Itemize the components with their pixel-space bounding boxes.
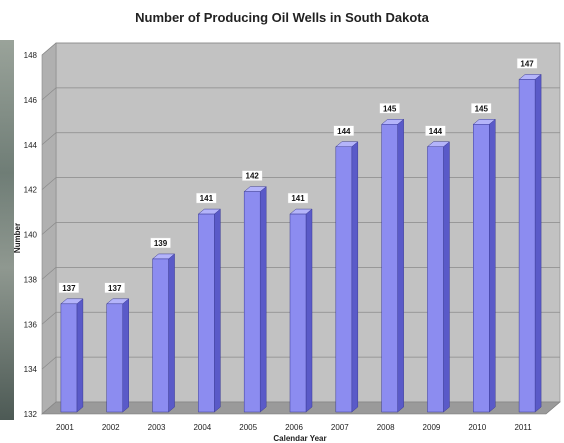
gridline — [41, 42, 560, 56]
bar-front — [381, 124, 398, 413]
x-tick-label: 2010 — [468, 423, 486, 432]
bar-2002: 137 — [104, 282, 130, 413]
bar-label-box — [516, 58, 538, 69]
bar-label-box — [58, 282, 80, 294]
bar-front — [518, 79, 536, 413]
x-tick-label: 2008 — [377, 423, 395, 432]
bar-side — [534, 73, 542, 413]
tick-labels: 132 134 136 138 140 142 144 146 148 2001 2002 2003 2… — [24, 51, 533, 432]
x-tick-label: 2001 — [56, 423, 74, 432]
bar-side — [489, 118, 496, 413]
y-tick-label: 142 — [24, 186, 38, 195]
x-tick-label: 2004 — [193, 423, 211, 432]
y-tick-label: 132 — [24, 410, 38, 419]
bar-label-box — [241, 170, 263, 181]
bar-value-label: 145 — [383, 104, 397, 113]
y-axis-label: Number — [13, 223, 22, 253]
x-tick-label: 2006 — [285, 423, 303, 432]
bar-2004: 141 — [196, 192, 222, 413]
bar-2010: 145 — [471, 103, 496, 413]
bar-side — [76, 298, 84, 413]
bar-2001: 137 — [58, 282, 84, 413]
bar-2009: 144 — [425, 125, 451, 413]
bar-side — [351, 141, 359, 413]
y-tick-label: 148 — [24, 51, 38, 60]
bar-value-label: 145 — [475, 104, 489, 113]
bar-front — [198, 213, 215, 413]
bar-value-label: 142 — [246, 172, 260, 181]
bar-value-label: 144 — [337, 127, 351, 136]
gridline — [41, 87, 560, 101]
bar-label-box — [196, 192, 217, 204]
bar-side — [168, 253, 175, 413]
x-tick-label: 2011 — [514, 423, 532, 432]
bar-value-label: 147 — [520, 59, 534, 68]
x-tick-label: 2005 — [239, 423, 257, 432]
bar-label-box — [333, 125, 355, 136]
bar-front — [473, 124, 490, 413]
x-axis-label: Calendar Year — [273, 434, 326, 443]
bar-value-label: 139 — [154, 239, 168, 248]
x-tick-label: 2007 — [331, 423, 349, 432]
bar-side — [122, 298, 129, 413]
bar-side — [259, 186, 267, 413]
bar-front — [243, 191, 261, 413]
bar-front — [289, 213, 307, 413]
bars: 137 137 139 141 142 141 144 145 144 145 147 — [58, 58, 542, 413]
x-tick-label: 2009 — [423, 423, 441, 432]
bar-label-box — [150, 237, 171, 249]
x-tick-label: 2002 — [102, 423, 120, 432]
bar-front — [335, 146, 353, 413]
bar-label-box — [471, 103, 492, 114]
chart-title: Number of Producing Oil Wells in South D… — [135, 10, 429, 25]
bar-2008: 145 — [379, 103, 405, 413]
bar-2003: 139 — [150, 237, 176, 413]
y-tick-label: 146 — [24, 96, 38, 105]
bar-side — [443, 141, 450, 413]
x-tick-label: 2003 — [148, 423, 166, 432]
y-tick-label: 138 — [24, 275, 38, 284]
bar-2005: 142 — [241, 170, 267, 413]
bar-label-box — [425, 125, 446, 136]
bar-label-box — [379, 103, 400, 114]
background-photo-strip — [0, 40, 14, 420]
y-tick-label: 136 — [24, 320, 38, 329]
bar-front — [152, 258, 169, 413]
bar-front — [106, 303, 123, 413]
bar-value-label: 144 — [429, 127, 443, 136]
bar-2011: 147 — [516, 58, 542, 413]
bar-2007: 144 — [333, 125, 359, 413]
bar-value-label: 141 — [291, 194, 305, 203]
y-tick-label: 140 — [24, 231, 38, 240]
bar-2006: 141 — [287, 192, 313, 413]
bar-value-label: 137 — [108, 284, 122, 293]
bar-value-label: 141 — [200, 194, 214, 203]
bar-side — [305, 208, 313, 413]
bar-value-label: 137 — [62, 284, 76, 293]
y-tick-label: 144 — [24, 141, 38, 150]
bar-front — [427, 146, 444, 413]
bar-label-box — [104, 282, 125, 294]
y-tick-label: 134 — [24, 365, 38, 374]
bar-label-box — [287, 192, 309, 204]
bar-side — [397, 118, 404, 413]
bar-front — [60, 303, 78, 413]
bar-side — [214, 208, 221, 413]
